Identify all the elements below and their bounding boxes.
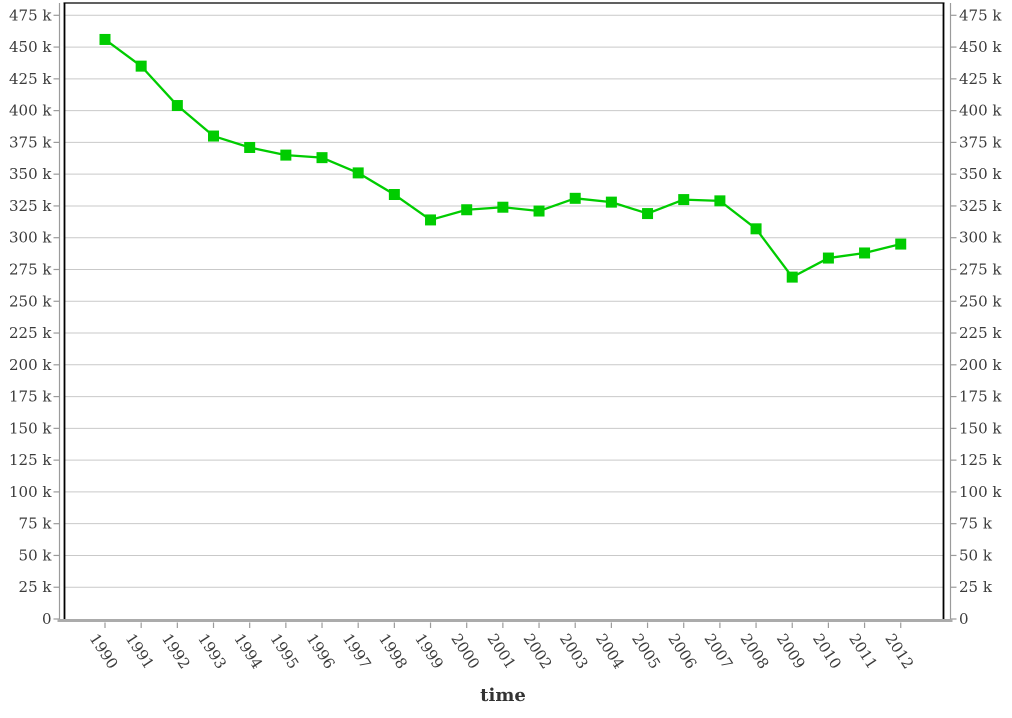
x-tick-label-2006: 2006 (664, 630, 700, 672)
y-tick-label-right-425: 425 k (959, 70, 1002, 88)
y-tick-label-left-225: 225 k (9, 324, 52, 342)
y-tick-label-right-25: 25 k (959, 578, 993, 596)
y-tick-label-left-300: 300 k (9, 229, 52, 247)
y-tick-label-right-100: 100 k (959, 483, 1002, 501)
x-axis-title: time (480, 685, 526, 706)
data-point-2003 (569, 192, 581, 204)
y-tick-label-right-0: 0 (959, 610, 969, 628)
data-point-1998 (388, 189, 400, 201)
x-tick-label-1998: 1998 (375, 630, 411, 672)
y-tick-label-left-75: 75 k (19, 515, 53, 533)
data-point-1995 (280, 149, 292, 161)
y-tick-label-right-50: 50 k (959, 546, 993, 564)
x-tick-label-2007: 2007 (701, 630, 737, 672)
x-tick-label-2005: 2005 (628, 630, 664, 672)
x-tick-label-2002: 2002 (520, 630, 556, 672)
y-tick-label-left-175: 175 k (9, 388, 52, 406)
y-tick-label-left-100: 100 k (9, 483, 52, 501)
data-point-1992 (171, 100, 183, 112)
y-tick-label-left-475: 475 k (9, 6, 52, 24)
y-tick-label-right-175: 175 k (959, 388, 1002, 406)
data-point-2004 (605, 196, 617, 208)
data-point-2012 (895, 238, 907, 250)
data-point-1996 (316, 152, 328, 164)
y-tick-label-right-350: 350 k (959, 165, 1002, 183)
x-tick-label-2004: 2004 (592, 630, 628, 672)
data-point-1997 (352, 167, 364, 179)
x-tick-label-2001: 2001 (484, 630, 520, 672)
y-tick-label-right-325: 325 k (959, 197, 1002, 215)
y-tick-label-right-225: 225 k (959, 324, 1002, 342)
x-tick-label-2008: 2008 (737, 630, 773, 672)
y-tick-label-left-325: 325 k (9, 197, 52, 215)
y-tick-label-left-125: 125 k (9, 451, 52, 469)
y-tick-label-right-75: 75 k (959, 515, 993, 533)
x-tick-label-1999: 1999 (411, 630, 447, 672)
data-point-2010 (822, 252, 834, 264)
x-tick-label-1991: 1991 (122, 630, 158, 672)
data-point-1990 (99, 33, 111, 45)
y-tick-label-left-25: 25 k (19, 578, 53, 596)
x-tick-label-1995: 1995 (266, 630, 302, 672)
y-tick-label-left-50: 50 k (19, 546, 53, 564)
data-point-2000 (461, 204, 473, 216)
data-point-2011 (859, 247, 871, 259)
x-tick-label-2003: 2003 (556, 630, 592, 672)
y-tick-label-right-475: 475 k (959, 6, 1002, 24)
x-tick-label-1993: 1993 (194, 630, 230, 672)
y-tick-label-right-275: 275 k (959, 260, 1002, 278)
data-point-2009 (786, 271, 798, 283)
data-point-1999 (425, 214, 437, 226)
y-tick-label-right-125: 125 k (959, 451, 1002, 469)
y-tick-label-left-275: 275 k (9, 260, 52, 278)
y-tick-label-right-200: 200 k (959, 356, 1002, 374)
y-tick-label-left-375: 375 k (9, 133, 52, 151)
y-tick-label-left-150: 150 k (9, 419, 52, 437)
x-tick-label-2012: 2012 (881, 630, 917, 672)
x-tick-label-2011: 2011 (845, 630, 881, 672)
y-tick-label-right-375: 375 k (959, 133, 1002, 151)
y-tick-label-right-300: 300 k (959, 229, 1002, 247)
data-point-1994 (244, 141, 256, 153)
x-tick-label-2009: 2009 (773, 630, 809, 672)
y-tick-label-right-150: 150 k (959, 419, 1002, 437)
data-point-2001 (497, 201, 509, 213)
y-tick-label-right-400: 400 k (959, 102, 1002, 120)
x-tick-label-1997: 1997 (339, 630, 375, 672)
x-tick-label-2010: 2010 (809, 630, 845, 672)
y-tick-label-left-425: 425 k (9, 70, 52, 88)
y-tick-label-left-250: 250 k (9, 292, 52, 310)
data-point-2008 (750, 223, 762, 235)
y-tick-label-right-250: 250 k (959, 292, 1002, 310)
series-line (104, 38, 902, 279)
data-point-2007 (714, 195, 726, 207)
y-tick-label-left-400: 400 k (9, 102, 52, 120)
y-tick-label-left-350: 350 k (9, 165, 52, 183)
data-point-2005 (642, 208, 654, 220)
y-tick-label-left-0: 0 (42, 610, 52, 628)
x-tick-label-1996: 1996 (303, 630, 339, 672)
x-tick-label-1992: 1992 (158, 630, 194, 672)
data-point-2002 (533, 205, 545, 217)
y-tick-label-left-450: 450 k (9, 38, 52, 56)
data-point-1991 (135, 60, 147, 72)
data-point-2006 (678, 194, 690, 206)
x-tick-label-1994: 1994 (230, 630, 266, 672)
data-point-1993 (208, 130, 220, 142)
y-tick-label-left-200: 200 k (9, 356, 52, 374)
y-tick-label-right-450: 450 k (959, 38, 1002, 56)
x-tick-label-1990: 1990 (86, 630, 122, 672)
x-tick-label-2000: 2000 (447, 630, 483, 672)
